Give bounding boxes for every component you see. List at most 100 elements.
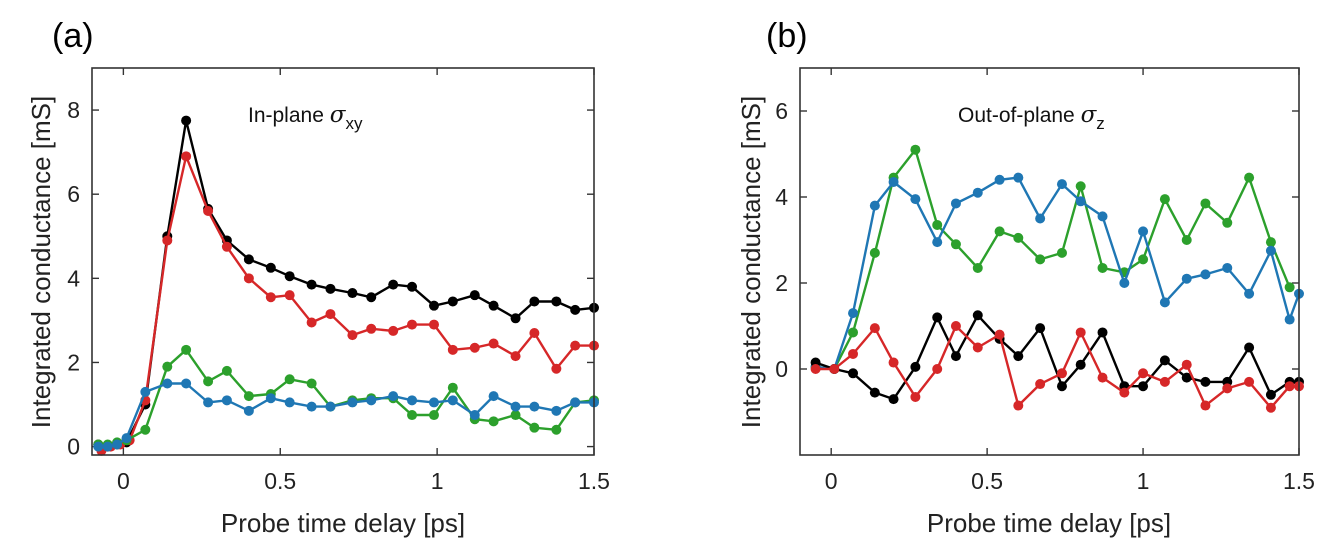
panel-b-data-point [829, 364, 840, 374]
panel-b-data-point [950, 198, 961, 209]
panel-b-data-point [1075, 181, 1086, 192]
panel-a-data-point [265, 262, 276, 273]
panel-b-data-point [1244, 172, 1255, 183]
panel-b-data-point [994, 174, 1005, 185]
panel-a-data-point [447, 344, 458, 355]
panel-a-data-point [388, 391, 399, 402]
panel-b-data-point [1097, 211, 1108, 222]
panel-a-data-point [510, 401, 521, 412]
panel-a-data-point [469, 410, 480, 421]
panel-b-data-point [1244, 376, 1255, 387]
panel-b-data-point [950, 239, 961, 250]
panel-b-data-point [910, 391, 921, 402]
panel-b-data-point [869, 387, 880, 398]
panel-b-data-point [1138, 381, 1149, 392]
panel-b-data-point [869, 200, 880, 211]
panel-a-series-line [98, 348, 595, 446]
panel-b-ticks: 0 0.5 1 1.5 0 2 4 6 [775, 68, 1315, 494]
panel-a-data-point [181, 151, 192, 162]
panel-a-series-line [98, 119, 595, 448]
panel-b-data-point [1056, 381, 1067, 392]
panel-b-data-point [1119, 387, 1130, 398]
panel-a-data-point [102, 441, 113, 452]
panel-a-ytick-label: 4 [67, 265, 80, 291]
panel-a-data-point [284, 374, 295, 385]
panel-a-data-point [162, 361, 173, 372]
panel-b-data-point [1035, 323, 1046, 334]
panel-b-data-point [1075, 196, 1086, 207]
panel-a-data-point [203, 376, 214, 387]
panel-a-data-point [551, 296, 562, 307]
panel-a-data-point [447, 296, 458, 307]
panel-a-data-point [366, 395, 377, 406]
panel-a-xtick-label: 0.5 [264, 468, 296, 494]
panel-b-data-point [910, 361, 921, 372]
panel-b-data-point [950, 351, 961, 362]
panel-b-data-point [810, 364, 821, 374]
panel-b-data-point [1097, 372, 1108, 383]
panel-a-ytick-label: 8 [67, 97, 80, 123]
panel-b-xtick-label: 0.5 [971, 468, 1003, 494]
panel-a-data-point [93, 441, 104, 452]
panel-b-data-point [1159, 376, 1170, 387]
panel-a-data-point [488, 416, 499, 427]
panel-b-series [810, 144, 1304, 413]
panel-a-data-point [488, 300, 499, 311]
panel-b-data-point [1097, 327, 1108, 338]
panel-b-data-point [1244, 342, 1255, 353]
panel-a-data-point [551, 424, 562, 435]
panel-b-data-point [1284, 282, 1295, 293]
panel-a-data-point [551, 405, 562, 416]
panel-a-data-point [570, 304, 581, 315]
panel-b-data-point [869, 323, 880, 334]
panel-a-data-point [203, 397, 214, 408]
panel-b-data-point [1222, 262, 1233, 273]
panel-a-data-point [447, 382, 458, 393]
panel-a-data-point [243, 254, 254, 265]
panel-a-data-point [284, 290, 295, 301]
panel-b-data-point [972, 310, 983, 321]
panel-b-xtick-label: 1.5 [1283, 468, 1315, 494]
panel-b-data-point [888, 357, 899, 368]
panel-a-ytick-label: 2 [67, 349, 80, 375]
panel-b-data-point [1200, 269, 1211, 280]
panel-a-data-point [140, 386, 151, 397]
panel-a-data-point [529, 422, 540, 433]
panel-a-ylabel: Integrated conductance [mS] [26, 96, 56, 428]
panel-b-data-point [910, 144, 921, 155]
panel-b-data-point [972, 262, 983, 273]
panel-a-data-point [347, 330, 358, 341]
panel-b-data-point [1159, 194, 1170, 205]
panel-a-data-point [306, 279, 317, 290]
panel-a-data-point [428, 300, 439, 311]
panel-a-data-point [570, 397, 581, 408]
panel-b-data-point [888, 176, 899, 187]
panel-a-xlabel: Probe time delay [ps] [221, 508, 465, 538]
panel-b-data-point [1181, 235, 1192, 245]
panel-b-series-line [815, 324, 1299, 409]
panel-a-data-point [243, 405, 254, 416]
panel-b-data-point [932, 364, 943, 374]
panel-a-data-point [181, 115, 192, 126]
panel-b-data-point [994, 329, 1005, 340]
panel-a-data-point [488, 338, 499, 349]
panel-b-data-point [932, 237, 943, 248]
panel-b-data-point [1119, 278, 1130, 288]
panel-a-data-point [140, 424, 151, 435]
panel-a-data-point [181, 378, 192, 389]
panel-a-data-point [428, 319, 439, 330]
panel-a-data-point [366, 323, 377, 334]
panel-b-data-point [888, 394, 899, 405]
panel-a-data-point [570, 340, 581, 351]
panel-a-data-point [469, 342, 480, 353]
panel-a-ytick-label: 0 [67, 434, 80, 460]
panel-b-data-point [1013, 400, 1024, 411]
panel-b-data-point [950, 321, 961, 331]
panel-b-data-point [1013, 351, 1024, 362]
panel-b-data-point [1265, 237, 1276, 248]
panel-a-data-point [388, 325, 399, 336]
panel-b-data-point [848, 327, 859, 338]
panel-b-xlabel: Probe time delay [ps] [927, 508, 1171, 538]
panel-b-data-point [1035, 379, 1046, 390]
panel-b-data-point [1181, 372, 1192, 383]
